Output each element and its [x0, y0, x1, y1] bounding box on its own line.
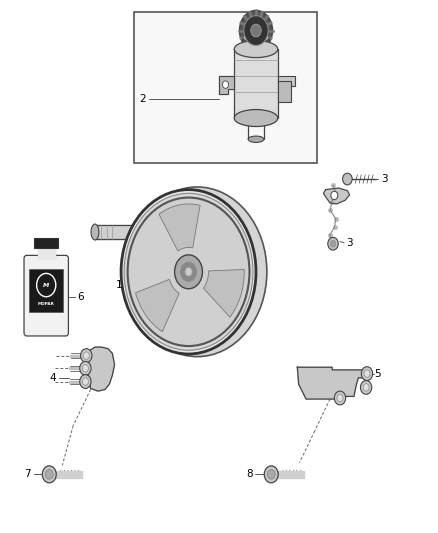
Polygon shape [95, 224, 169, 239]
Polygon shape [278, 471, 304, 478]
Ellipse shape [248, 136, 264, 142]
Wedge shape [135, 279, 179, 332]
Text: 2: 2 [140, 94, 146, 104]
Polygon shape [88, 347, 115, 391]
Text: 5: 5 [374, 369, 381, 378]
Circle shape [363, 384, 369, 391]
Circle shape [337, 394, 343, 402]
Circle shape [80, 375, 91, 389]
Circle shape [240, 11, 272, 51]
Circle shape [334, 391, 346, 405]
Text: 1: 1 [116, 280, 122, 290]
Ellipse shape [234, 41, 278, 58]
Polygon shape [38, 248, 55, 259]
Bar [278, 76, 295, 86]
Circle shape [127, 198, 250, 346]
Ellipse shape [91, 224, 99, 240]
Circle shape [360, 381, 372, 394]
Ellipse shape [234, 110, 278, 126]
Polygon shape [323, 188, 350, 204]
Circle shape [361, 367, 373, 381]
Circle shape [82, 365, 88, 372]
Circle shape [46, 470, 53, 479]
Circle shape [37, 273, 56, 297]
Circle shape [330, 240, 336, 247]
Circle shape [343, 173, 352, 185]
Circle shape [83, 352, 89, 359]
Bar [234, 49, 278, 118]
Text: M: M [43, 283, 49, 288]
Circle shape [42, 466, 56, 483]
Bar [29, 269, 63, 312]
Circle shape [251, 24, 261, 37]
Circle shape [80, 361, 91, 375]
Text: 8: 8 [246, 470, 253, 479]
Polygon shape [56, 471, 82, 478]
Circle shape [81, 349, 92, 362]
Polygon shape [297, 367, 367, 399]
Circle shape [121, 190, 256, 354]
Text: MOPAR: MOPAR [38, 302, 55, 305]
Text: 3: 3 [381, 174, 388, 184]
Circle shape [328, 237, 338, 250]
Text: 4: 4 [49, 373, 56, 383]
Bar [35, 238, 58, 248]
Bar [134, 12, 317, 163]
Circle shape [264, 466, 278, 483]
Circle shape [185, 268, 192, 276]
Bar [278, 81, 291, 102]
Circle shape [124, 193, 253, 350]
Circle shape [82, 378, 88, 385]
Polygon shape [219, 76, 234, 94]
Ellipse shape [243, 32, 269, 43]
Circle shape [175, 255, 202, 289]
Text: 7: 7 [24, 470, 31, 479]
Circle shape [267, 470, 275, 479]
Circle shape [364, 370, 370, 377]
FancyBboxPatch shape [24, 255, 68, 336]
Text: 3: 3 [346, 238, 353, 248]
Circle shape [181, 262, 196, 281]
Wedge shape [203, 270, 244, 317]
Ellipse shape [127, 187, 267, 357]
Wedge shape [159, 204, 200, 251]
Text: 6: 6 [77, 292, 84, 302]
Circle shape [223, 81, 229, 88]
Circle shape [244, 15, 268, 45]
Circle shape [331, 191, 338, 200]
